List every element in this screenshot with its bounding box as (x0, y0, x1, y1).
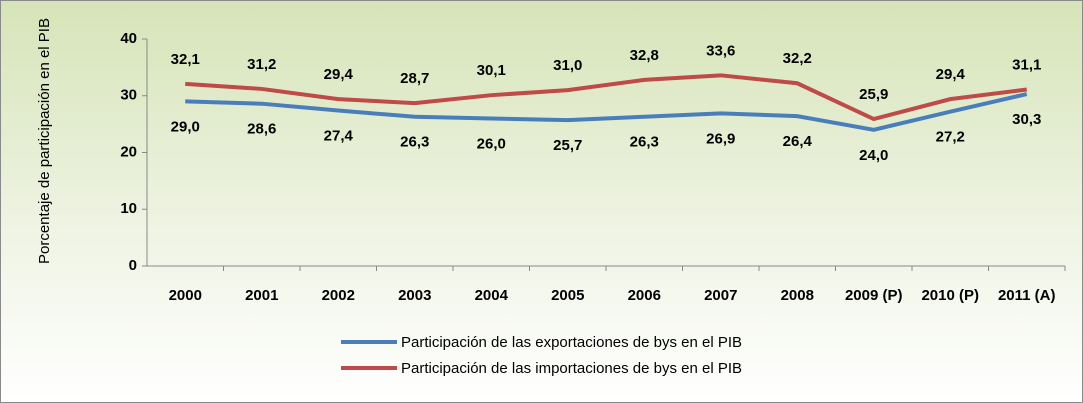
data-label: 26,4 (783, 133, 813, 150)
series-line (185, 92, 1028, 132)
x-tick-label: 2002 (322, 287, 355, 304)
x-tick-label: 2008 (781, 287, 814, 304)
data-label: 25,7 (553, 137, 582, 154)
legend: Participación de las exportaciones de by… (341, 329, 742, 381)
data-label: 24,0 (859, 147, 888, 164)
data-label: 28,6 (247, 121, 276, 138)
data-label: 26,9 (706, 130, 735, 147)
y-tick-label: 0 (129, 257, 137, 274)
y-tick-label: 30 (120, 87, 137, 104)
data-label: 32,1 (171, 51, 200, 68)
x-tick-label: 2006 (628, 287, 661, 304)
data-label: 32,8 (630, 47, 659, 64)
legend-item: Participación de las importaciones de by… (341, 355, 742, 381)
y-tick-label: 20 (120, 143, 137, 160)
x-tick-label: 2003 (398, 287, 431, 304)
data-label: 31,2 (247, 56, 276, 73)
data-label: 30,3 (1012, 111, 1041, 128)
data-label: 25,9 (859, 86, 888, 103)
x-tick-label: 2010 (P) (921, 287, 979, 304)
x-tick-label: 2001 (245, 287, 278, 304)
data-label: 29,4 (324, 66, 354, 83)
legend-label: Participación de las exportaciones de by… (401, 333, 743, 351)
data-label: 27,2 (936, 129, 965, 146)
x-tick-label: 2005 (551, 287, 584, 304)
data-label: 31,0 (553, 57, 582, 74)
legend-item: Participación de las exportaciones de by… (341, 329, 742, 355)
data-label: 30,1 (477, 62, 506, 79)
x-tick-label: 2011 (A) (998, 287, 1056, 304)
data-label: 32,2 (783, 50, 812, 67)
y-tick-label: 40 (120, 30, 137, 47)
x-tick-label: 2000 (169, 287, 202, 304)
data-label: 29,0 (171, 118, 200, 135)
series-line (185, 73, 1028, 122)
data-label: 33,6 (706, 42, 735, 59)
data-label: 26,0 (477, 135, 506, 152)
legend-swatch (341, 340, 397, 344)
data-label: 26,3 (630, 134, 659, 151)
y-axis-label: Porcentaje de participación en el PIB (36, 18, 53, 264)
data-label: 26,3 (400, 134, 429, 151)
data-label: 29,4 (936, 66, 966, 83)
data-label: 28,7 (400, 70, 429, 87)
x-tick-label: 2007 (704, 287, 737, 304)
data-label: 27,4 (324, 127, 354, 144)
x-tick-label: 2004 (475, 287, 509, 304)
legend-swatch (341, 366, 397, 370)
legend-label: Participación de las importaciones de by… (401, 359, 743, 377)
x-tick-label: 2009 (P) (845, 287, 903, 304)
y-tick-label: 10 (120, 200, 137, 217)
data-label: 31,1 (1012, 56, 1041, 73)
